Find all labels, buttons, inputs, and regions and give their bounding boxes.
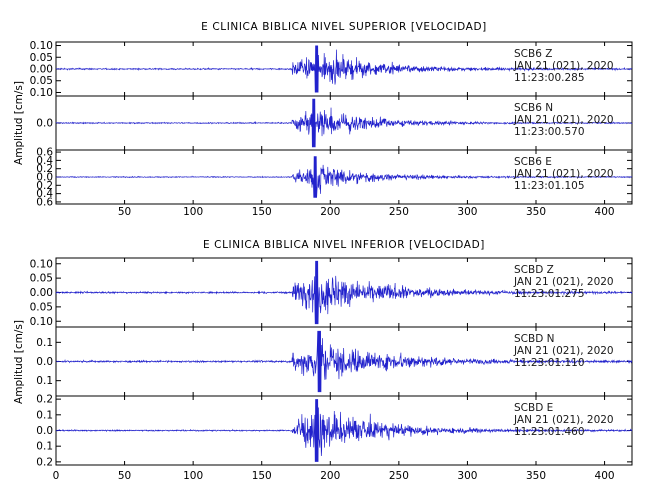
y-tick-label: 0.1 bbox=[36, 375, 53, 387]
chart-inferior: E CLINICA BIBLICA NIVEL INFERIOR [VELOCI… bbox=[13, 239, 633, 482]
y-tick-label: 0.2 bbox=[36, 394, 53, 406]
x-tick-label: 400 bbox=[595, 470, 615, 482]
x-tick-label: 50 bbox=[118, 470, 131, 482]
chart-superior: E CLINICA BIBLICA NIVEL SUPERIOR [VELOCI… bbox=[13, 21, 633, 218]
trace-annotation: SCBD Z bbox=[514, 264, 554, 276]
trace-annotation: SCB6 Z bbox=[514, 48, 552, 60]
trace-annotation: JAN 21 (021), 2020 bbox=[513, 345, 614, 357]
y-tick-label: 0.1 bbox=[36, 409, 53, 421]
x-tick-label: 100 bbox=[183, 206, 203, 218]
y-tick-label: 0.2 bbox=[36, 180, 53, 192]
y-tick-label: 0.6 bbox=[36, 196, 53, 208]
y-tick-label: 0.6 bbox=[36, 147, 53, 159]
y-tick-label: 0.2 bbox=[36, 456, 53, 468]
y-tick-label: 0.00 bbox=[30, 64, 53, 76]
waveform-e bbox=[55, 399, 633, 462]
y-tick-label: 0.05 bbox=[30, 273, 53, 285]
x-tick-label: 200 bbox=[320, 206, 340, 218]
y-tick-label: 0.10 bbox=[30, 87, 53, 99]
x-tick-label: 0 bbox=[53, 470, 60, 482]
chart-title: E CLINICA BIBLICA NIVEL SUPERIOR [VELOCI… bbox=[201, 21, 487, 33]
trace-annotation: 11:23:01.275 bbox=[514, 288, 585, 300]
chart-title: E CLINICA BIBLICA NIVEL INFERIOR [VELOCI… bbox=[203, 239, 485, 251]
trace-annotation: SCB6 E bbox=[514, 156, 552, 168]
waveform-z bbox=[55, 260, 633, 325]
y-axis-label: Amplitud [cm/s] bbox=[13, 320, 25, 404]
x-tick-label: 250 bbox=[389, 470, 409, 482]
trace-annotation: JAN 21 (021), 2020 bbox=[513, 168, 614, 180]
x-tick-label: 300 bbox=[457, 206, 477, 218]
x-tick-label: 150 bbox=[252, 206, 272, 218]
y-tick-label: 0.2 bbox=[36, 163, 53, 175]
x-tick-label: 150 bbox=[252, 470, 272, 482]
y-tick-label: 0.10 bbox=[30, 316, 53, 328]
trace-annotation: SCBD N bbox=[514, 333, 554, 345]
y-tick-label: 0.0 bbox=[36, 172, 53, 184]
y-tick-label: 0.4 bbox=[36, 188, 53, 200]
x-tick-label: 300 bbox=[457, 470, 477, 482]
trace-annotation: SCBD E bbox=[514, 402, 553, 414]
x-tick-label: 350 bbox=[526, 206, 546, 218]
trace-annotation: 11:23:01.105 bbox=[514, 180, 585, 192]
y-tick-label: 0.05 bbox=[30, 75, 53, 87]
y-tick-label: 0.00 bbox=[30, 287, 53, 299]
trace-annotation: JAN 21 (021), 2020 bbox=[513, 276, 614, 288]
y-tick-label: 0.10 bbox=[30, 258, 53, 270]
x-tick-label: 250 bbox=[389, 206, 409, 218]
waveform-z bbox=[55, 45, 633, 93]
y-tick-label: 0.0 bbox=[36, 356, 53, 368]
y-tick-label: 0.05 bbox=[30, 301, 53, 313]
y-tick-label: 0.4 bbox=[36, 155, 53, 167]
x-tick-label: 50 bbox=[118, 206, 131, 218]
y-tick-label: 0.0 bbox=[36, 425, 53, 437]
trace-annotation: 11:23:01.460 bbox=[514, 426, 585, 438]
trace-annotation: JAN 21 (021), 2020 bbox=[513, 60, 614, 72]
x-tick-label: 400 bbox=[595, 206, 615, 218]
y-tick-label: 0.10 bbox=[30, 40, 53, 52]
y-tick-label: 0.0 bbox=[36, 118, 53, 130]
trace-annotation: 11:23:01.110 bbox=[514, 357, 585, 369]
x-tick-label: 200 bbox=[320, 470, 340, 482]
x-tick-label: 350 bbox=[526, 470, 546, 482]
waveform-n bbox=[55, 98, 633, 148]
y-tick-label: 0.1 bbox=[36, 441, 53, 453]
trace-annotation: SCB6 N bbox=[514, 102, 553, 114]
y-tick-label: 0.1 bbox=[36, 337, 53, 349]
y-axis-label: Amplitud [cm/s] bbox=[13, 81, 25, 165]
trace-annotation: 11:23:00.570 bbox=[514, 126, 585, 138]
trace-annotation: 11:23:00.285 bbox=[514, 72, 585, 84]
y-tick-label: 0.05 bbox=[30, 52, 53, 64]
waveform-n bbox=[55, 330, 633, 393]
trace-annotation: JAN 21 (021), 2020 bbox=[513, 114, 614, 126]
waveform-e bbox=[55, 156, 633, 198]
trace-annotation: JAN 21 (021), 2020 bbox=[513, 414, 614, 426]
x-tick-label: 100 bbox=[183, 470, 203, 482]
